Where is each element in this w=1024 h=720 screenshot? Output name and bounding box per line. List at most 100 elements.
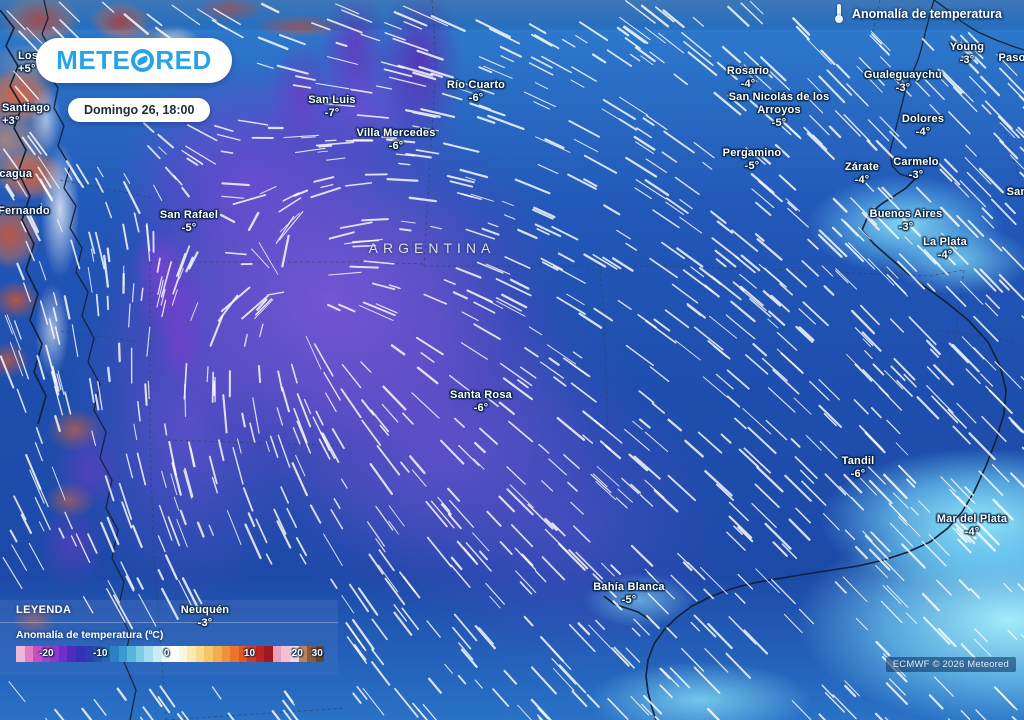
city-label: Río Cuarto -6° <box>447 79 505 104</box>
city-label: San Rafael -5° <box>160 209 218 234</box>
city-name: Pergamino <box>722 147 782 159</box>
city-temperature: -6° <box>850 467 866 480</box>
city-label: Carmelo -3° <box>893 156 938 181</box>
legend-color-swatch <box>41 646 51 662</box>
legend-color-swatch <box>33 646 42 662</box>
city-label: Santiago +3° <box>2 102 50 127</box>
city-label: Villa Mercedes -6° <box>356 127 435 152</box>
map-top-shade <box>0 0 1024 30</box>
city-label: Young -3° <box>950 41 984 66</box>
legend-color-swatch <box>101 646 111 662</box>
city-label: Tandil -6° <box>842 455 875 480</box>
legend-title: LEYENDA <box>16 604 72 616</box>
city-label: Mar del Plata -4° <box>937 513 1007 538</box>
city-name: Rancagua <box>0 168 33 180</box>
legend-tick-label: 0 <box>163 648 170 659</box>
city-temperature: -3° <box>181 617 229 630</box>
map-layer-title[interactable]: Anomalía de temperatura <box>835 4 1002 23</box>
legend-color-swatch <box>67 646 76 662</box>
city-label: Neuquén-3° <box>181 604 229 629</box>
legend-panel: LEYENDA Anomalía de temperatura (ºC) -20… <box>0 600 338 675</box>
legend-color-swatch <box>230 646 239 662</box>
legend-color-swatch <box>178 646 188 662</box>
city-temperature: -6° <box>468 91 484 104</box>
legend-colorbar[interactable] <box>16 646 325 662</box>
city-name: Bahía Blanca <box>593 581 665 593</box>
city-temperature: +1° <box>0 181 32 194</box>
city-name: Santiago <box>2 102 51 114</box>
city-label: San Fernando <box>0 205 50 218</box>
legend-color-swatch <box>272 646 282 662</box>
city-name: San Nicolás de los <box>728 91 830 103</box>
legend-color-swatch <box>153 646 162 662</box>
city-label: Rancagua+1° <box>0 168 32 193</box>
city-name: San Luis <box>308 94 356 106</box>
legend-color-swatch <box>58 646 68 662</box>
city-label: San Nicolás de los <box>729 91 830 104</box>
city-temperature: -5° <box>771 116 787 129</box>
city-name: Gualeguaychu <box>863 69 943 81</box>
legend-tick-label: -10 <box>93 648 108 659</box>
logo-droplet-icon <box>131 49 155 72</box>
logo-text-left: METE <box>56 45 131 75</box>
meteored-logo[interactable]: METE RED <box>36 38 232 83</box>
city-temperature: -4° <box>937 248 953 261</box>
legend-color-swatch <box>127 646 136 662</box>
legend-color-swatch <box>84 646 94 662</box>
city-label: La Plata -4° <box>923 236 967 261</box>
city-label: Dolores -4° <box>902 113 944 138</box>
city-name: Mar del Plata <box>936 513 1008 525</box>
city-name: Young <box>949 41 985 53</box>
legend-color-swatch <box>255 646 265 662</box>
city-name: Neuquén <box>181 604 229 617</box>
city-temperature: -4° <box>854 173 870 186</box>
legend-color-swatch <box>221 646 231 662</box>
legend-color-swatch <box>247 646 256 662</box>
city-temperature: -5° <box>181 221 197 234</box>
attribution-label: ECMWF © 2026 Meteored <box>885 657 1016 672</box>
city-name: Buenos Aires <box>869 208 943 220</box>
legend-color-swatch <box>298 646 308 662</box>
legend-color-swatch <box>144 646 153 662</box>
thermometer-icon <box>835 4 844 23</box>
map-top-highlight <box>0 0 1024 26</box>
city-temperature: -3° <box>959 53 975 66</box>
legend-color-swatch <box>24 646 34 662</box>
legend-tick-label: 20 <box>291 648 303 659</box>
city-temperature: -6° <box>388 139 404 152</box>
legend-tick-label: 30 <box>311 648 323 659</box>
city-temperature: -4° <box>915 125 931 138</box>
map-layer-title-label: Anomalía de temperatura <box>851 6 1002 21</box>
city-name: Río Cuarto <box>446 79 506 91</box>
city-label: Rosario -4° <box>727 65 769 90</box>
city-name: Dolores <box>901 113 945 125</box>
forecast-datetime-pill[interactable]: Domingo 26, 18:00 <box>68 98 211 122</box>
city-name: Carmelo <box>893 156 939 168</box>
legend-divider <box>0 622 338 623</box>
city-name: Rosario <box>726 65 770 77</box>
city-label: San Luis -7° <box>308 94 355 119</box>
city-name: Paso <box>998 52 1024 64</box>
legend-color-swatch <box>264 646 273 662</box>
legend-color-swatch <box>204 646 213 662</box>
legend-color-swatch <box>135 646 145 662</box>
legend-color-swatch <box>238 646 248 662</box>
city-temperature: -4° <box>740 77 756 90</box>
city-name: La Plata <box>923 236 967 248</box>
city-temperature: -5° <box>621 593 637 606</box>
city-temperature: -3° <box>895 81 911 94</box>
city-name: Tandil <box>841 455 875 467</box>
city-temperature: -4° <box>964 525 980 538</box>
legend-color-swatch <box>187 646 196 662</box>
legend-tick-label: -20 <box>39 648 54 659</box>
legend-color-swatch <box>50 646 59 662</box>
legend-tick-label: 10 <box>243 648 256 659</box>
legend-color-swatch <box>212 646 222 662</box>
city-temperature: +3° <box>2 114 20 127</box>
legend-color-swatch <box>161 646 171 662</box>
city-temperature: -3° <box>908 168 924 181</box>
city-name: Villa Mercedes <box>356 127 436 139</box>
city-label: Gualeguaychu -3° <box>864 69 942 94</box>
legend-color-swatch <box>118 646 128 662</box>
